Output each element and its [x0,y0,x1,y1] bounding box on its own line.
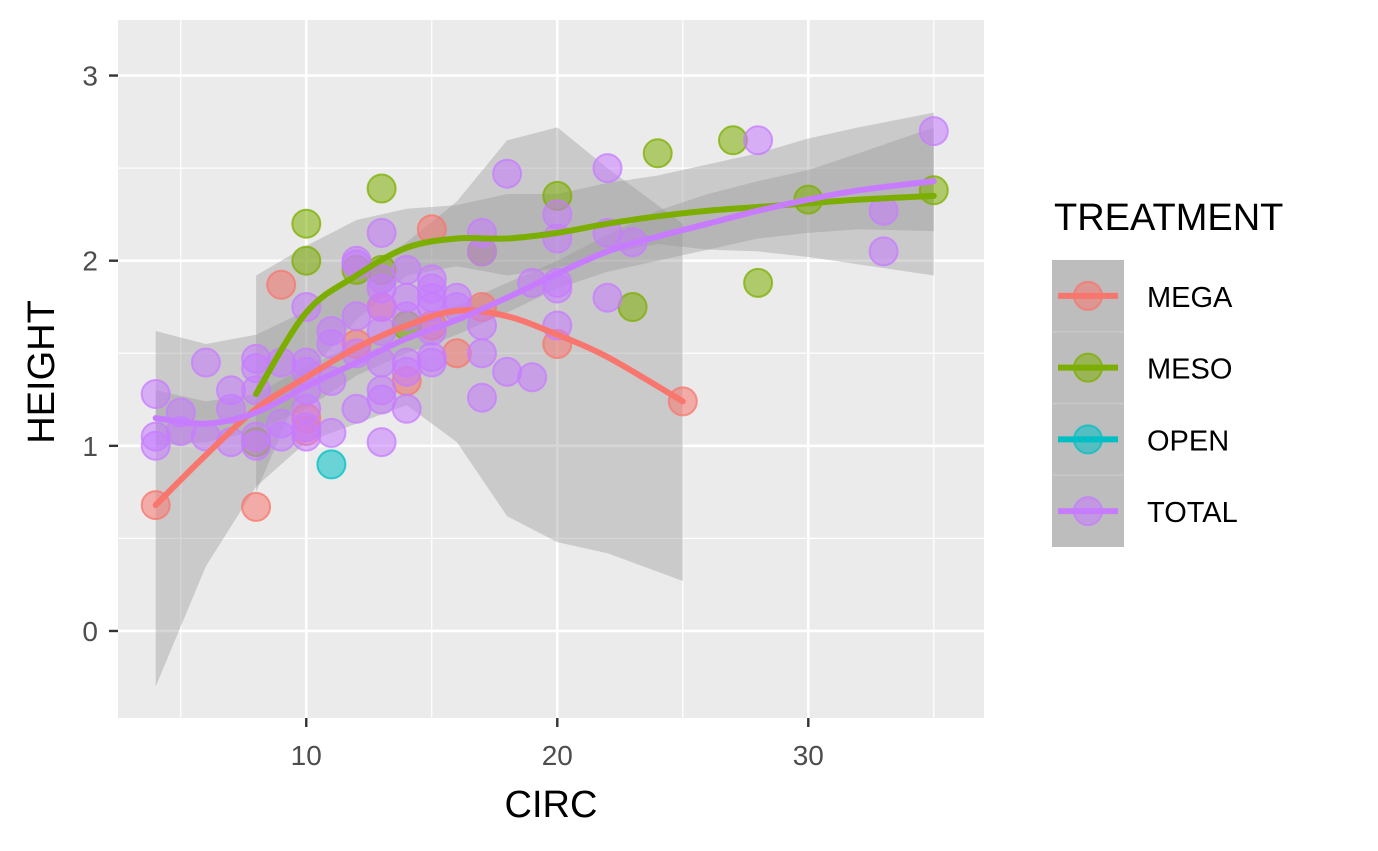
smooth-line-mega [152,307,686,509]
y-tick-label: 2 [82,246,98,277]
axis-ticks [109,74,810,727]
data-point-total [868,236,899,267]
data-point-total [241,430,272,461]
x-axis-title: CIRC [505,784,598,826]
data-point-meso [366,173,397,204]
data-point-total [366,217,397,248]
data-point-total [316,417,347,448]
data-point-total [416,347,447,378]
legend-label-mega: MEGA [1147,282,1233,314]
y-tick-label: 3 [82,61,98,92]
data-point-total [391,254,422,285]
data-point-meso [718,125,748,156]
y-tick-label: 0 [82,616,98,647]
data-point-mega [266,269,297,300]
data-point-total [291,292,322,322]
data-point-meso [743,267,774,298]
y-tick-label: 1 [82,431,98,462]
data-point-mega [241,491,272,522]
data-point-meso [642,138,673,169]
data-point-total [467,338,497,369]
data-point-total [266,421,297,452]
data-point-total [190,347,221,378]
data-point-total [592,282,623,313]
axis-tick-labels: 10 20 30 0 1 2 3 [82,61,823,771]
data-point-total [467,236,497,267]
data-point-meso [617,292,648,322]
y-axis-title: HEIGHT [21,300,63,444]
data-point-open [316,449,347,480]
data-point-meso [291,208,322,239]
data-point-total [140,379,171,409]
data-point-total [291,421,322,452]
smooth-line-meso [253,192,937,397]
major-grid [118,20,984,718]
data-point-total [743,125,774,156]
legend-label-open: OPEN [1147,425,1229,457]
data-point-total [517,362,548,393]
data-point-total [492,356,523,387]
data-point-total [366,427,397,458]
legend-key-point-meso [1073,352,1103,383]
data-point-mega [441,338,472,369]
legend-key-point-mega [1073,280,1103,311]
data-point-total [341,393,372,424]
data-point-total [492,158,523,189]
data-point-total [592,153,623,184]
data-point-total [366,384,397,415]
legend-label-meso: MESO [1147,354,1232,386]
smooth-lines [152,178,937,509]
data-points [140,116,949,522]
data-point-total [140,430,171,461]
legend-title: TREATMENT [1054,197,1283,239]
data-point-total [391,356,422,387]
legend-label-total: TOTAL [1147,497,1238,529]
data-point-total [391,393,422,424]
data-point-total [918,116,949,147]
data-point-meso [291,245,322,276]
smooth-line-total [152,178,937,427]
x-tick-label: 20 [542,740,573,771]
legend: TREATMENT MEGA MESO OPEN TOTAL [1052,197,1283,547]
legend-key-point-open [1073,424,1103,455]
legend-key-point-total [1073,496,1103,527]
data-point-total [341,301,372,332]
x-tick-label: 10 [291,740,322,771]
data-point-total [467,382,497,413]
x-tick-label: 30 [793,740,824,771]
